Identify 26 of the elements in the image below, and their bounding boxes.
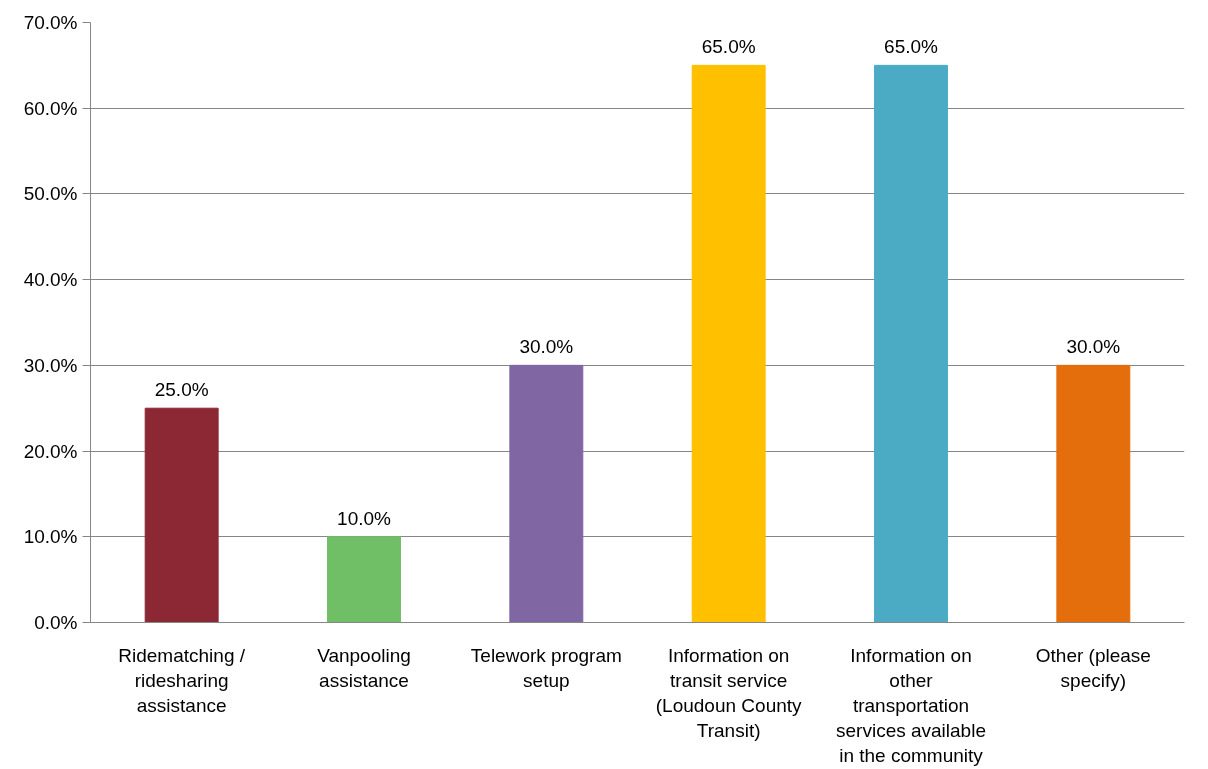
x-tick-label: Vanpooling assistance (317, 644, 411, 691)
x-tick-label: Other (please specify) (1035, 644, 1151, 691)
bar (691, 64, 766, 623)
y-tick-label: 60.0% (23, 97, 78, 119)
y-tick-label: 70.0% (23, 12, 78, 33)
data-label: 30.0% (519, 336, 574, 358)
y-tick-label: 20.0% (23, 440, 78, 462)
x-tick-label: Ridematching / ridesharing assistance (118, 644, 246, 716)
x-tick-label: Telework program setup (470, 644, 622, 691)
data-label: 25.0% (154, 379, 209, 401)
x-tick-label: Information on other transportation services available in the community (836, 644, 986, 767)
data-label: 65.0% (884, 36, 939, 58)
bar (509, 364, 584, 623)
y-tick-label: 10.0% (23, 526, 78, 548)
data-label: 65.0% (701, 36, 756, 58)
bar (874, 64, 948, 623)
y-tick-label: 50.0% (23, 183, 78, 205)
bar (1056, 364, 1131, 623)
data-label: 10.0% (337, 507, 392, 529)
x-tick-label: Information on transit service (Loudoun County Transit) (655, 644, 803, 742)
y-tick-label: 40.0% (23, 269, 78, 291)
bar (327, 536, 401, 623)
y-tick-label: 0.0% (34, 612, 78, 633)
bar (144, 407, 219, 623)
y-tick-label: 30.0% (23, 354, 78, 376)
data-label: 30.0% (1066, 336, 1121, 358)
